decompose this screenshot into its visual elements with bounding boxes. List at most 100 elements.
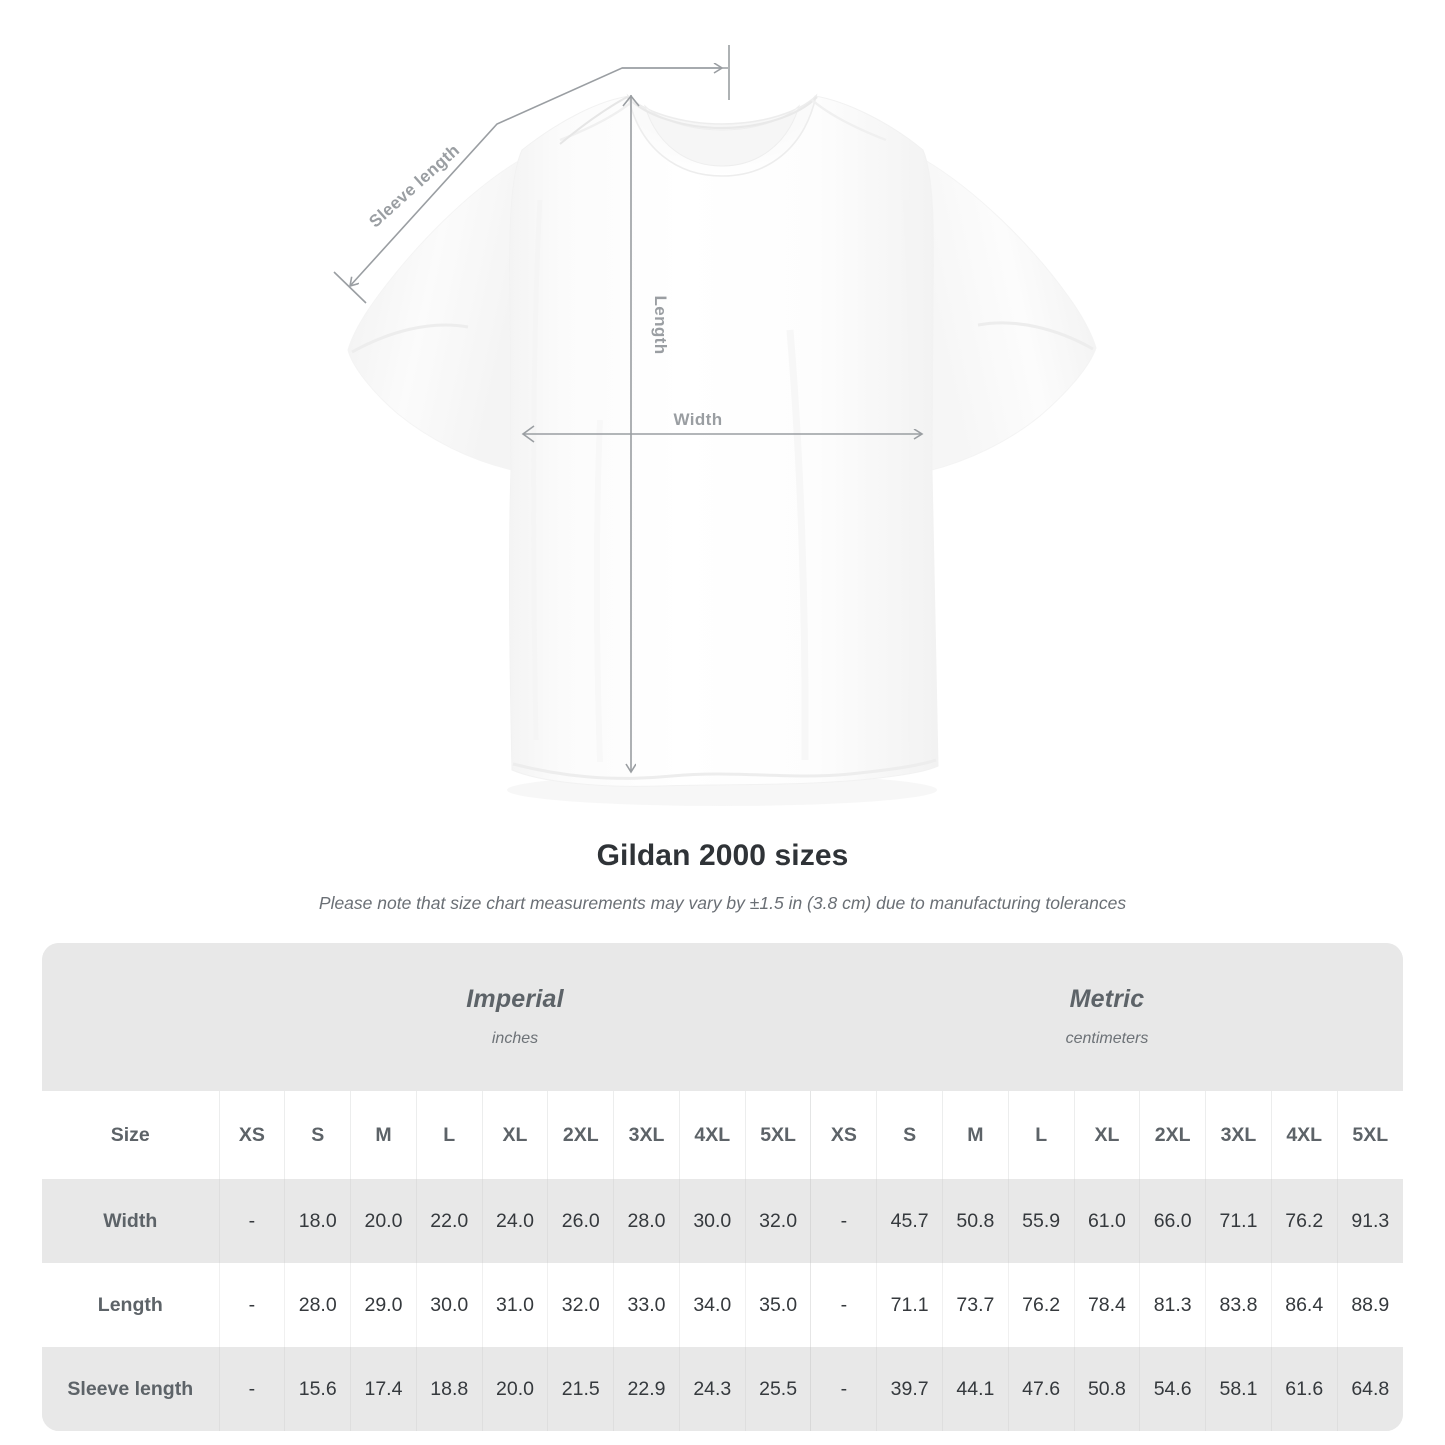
cell-length-met-xl: 78.4 xyxy=(1073,1263,1140,1347)
unit-block-imperial: Imperial inches xyxy=(219,943,811,1091)
cell-length-met-2xl: 81.3 xyxy=(1139,1263,1206,1347)
cell-sleeve-met-m: 44.1 xyxy=(942,1347,1009,1431)
header-cell-imp-3xl: 3XL xyxy=(613,1091,680,1179)
width-line-left-arrow xyxy=(521,425,535,443)
cell-sleeve-met-xl: 50.8 xyxy=(1073,1347,1140,1431)
header-cell-met-2xl: 2XL xyxy=(1139,1091,1206,1179)
shoulder-seam-right xyxy=(811,99,887,142)
neck-edge-highlight xyxy=(559,96,628,145)
header-cell-met-m: M xyxy=(942,1091,1009,1179)
width-label: Width xyxy=(673,410,722,429)
cell-width-imp-xs: - xyxy=(218,1179,285,1263)
cell-sleeve-met-xs: - xyxy=(810,1347,877,1431)
cell-length-met-5xl: 88.9 xyxy=(1336,1263,1403,1347)
cell-width-met-2xl: 66.0 xyxy=(1139,1179,1206,1263)
body-fold-center xyxy=(786,329,809,761)
cell-length-met-xs: - xyxy=(810,1263,877,1347)
header-cell-size-label: Size xyxy=(42,1091,220,1179)
cell-sleeve-imp-3xl: 22.9 xyxy=(613,1347,680,1431)
shirt-hem xyxy=(512,758,937,780)
cell-sleeve-imp-xs: - xyxy=(218,1347,285,1431)
tshirt-shape xyxy=(347,93,1097,806)
table-row-sleeve-length: Sleeve length - 15.6 17.4 18.8 20.0 21.5… xyxy=(42,1347,1403,1431)
cell-length-met-s: 71.1 xyxy=(876,1263,943,1347)
left-sleeve-hem xyxy=(351,323,469,354)
cell-sleeve-imp-4xl: 24.3 xyxy=(678,1347,746,1431)
cell-width-imp-4xl: 30.0 xyxy=(678,1179,746,1263)
cell-length-met-l: 76.2 xyxy=(1007,1263,1075,1347)
header-cell-met-5xl: 5XL xyxy=(1336,1091,1403,1179)
unit-name-imperial: Imperial xyxy=(466,985,564,1013)
body-fold-left xyxy=(531,199,543,741)
header-cell-met-4xl: 4XL xyxy=(1270,1091,1338,1179)
collar-rib xyxy=(626,96,818,130)
unit-sub-metric: centimeters xyxy=(1065,1030,1149,1047)
cell-length-imp-4xl: 34.0 xyxy=(678,1263,746,1347)
dimension-guides xyxy=(333,45,922,772)
cell-width-met-4xl: 76.2 xyxy=(1270,1179,1338,1263)
header-cell-met-xs: XS xyxy=(810,1091,877,1179)
cell-width-met-5xl: 91.3 xyxy=(1336,1179,1403,1263)
header-cell-imp-2xl: 2XL xyxy=(547,1091,614,1179)
cell-length-imp-xl: 31.0 xyxy=(481,1263,548,1347)
cell-length-imp-2xl: 32.0 xyxy=(547,1263,614,1347)
table-body: Imperial inches Metric centimeters Size … xyxy=(42,943,1403,1431)
cell-length-imp-xs: - xyxy=(218,1263,285,1347)
cell-sleeve-met-l: 47.6 xyxy=(1007,1347,1075,1431)
cell-width-met-l: 55.9 xyxy=(1007,1179,1075,1263)
header-cell-imp-4xl: 4XL xyxy=(678,1091,746,1179)
cell-sleeve-imp-xl: 20.0 xyxy=(481,1347,548,1431)
unit-block-metric: Metric centimeters xyxy=(810,943,1403,1091)
right-sleeve-hem xyxy=(977,321,1094,351)
cell-length-imp-s: 28.0 xyxy=(284,1263,351,1347)
header-cell-imp-s: S xyxy=(284,1091,351,1179)
cell-width-met-xl: 61.0 xyxy=(1073,1179,1140,1263)
cell-sleeve-imp-l: 18.8 xyxy=(415,1347,483,1431)
cell-sleeve-met-3xl: 58.1 xyxy=(1205,1347,1272,1431)
cell-length-imp-l: 30.0 xyxy=(415,1263,483,1347)
tolerance-note: Please note that size chart measurements… xyxy=(318,893,1127,913)
row-label-sleeve-length: Sleeve length xyxy=(42,1347,220,1431)
row-label-length: Length xyxy=(42,1263,220,1347)
unit-banner-spacer xyxy=(42,943,220,1091)
size-chart-table-container: Imperial inches Metric centimeters Size … xyxy=(42,943,1403,1431)
unit-name-metric: Metric xyxy=(1069,985,1145,1013)
cell-sleeve-imp-s: 15.6 xyxy=(284,1347,351,1431)
header-cell-imp-l: L xyxy=(415,1091,483,1179)
length-line-top-arrow xyxy=(622,94,640,107)
size-chart-table: Imperial inches Metric centimeters Size … xyxy=(42,943,1403,1431)
row-label-width: Width xyxy=(42,1179,220,1263)
header-cell-imp-xs: XS xyxy=(218,1091,285,1179)
header-cell-imp-m: M xyxy=(350,1091,417,1179)
cell-length-imp-m: 29.0 xyxy=(350,1263,417,1347)
size-header-row: Size XS S M L XL 2XL 3XL 4XL 5XL XS S M … xyxy=(42,1091,1403,1179)
cell-sleeve-met-2xl: 54.6 xyxy=(1139,1347,1206,1431)
header-cell-met-s: S xyxy=(876,1091,943,1179)
right-sleeve xyxy=(924,159,1097,472)
collar-inner xyxy=(643,104,801,167)
tshirt-diagram-svg: Sleeve length Length Width xyxy=(333,45,1097,806)
cell-width-met-s: 45.7 xyxy=(876,1179,943,1263)
table-row-width: Width - 18.0 20.0 22.0 24.0 26.0 28.0 30… xyxy=(42,1179,1403,1263)
page-title: Gildan 2000 sizes xyxy=(596,839,849,872)
cell-sleeve-met-5xl: 64.8 xyxy=(1336,1347,1403,1431)
cell-sleeve-imp-m: 17.4 xyxy=(350,1347,417,1431)
cell-width-met-3xl: 71.1 xyxy=(1205,1179,1272,1263)
table-row-length: Length - 28.0 29.0 30.0 31.0 32.0 33.0 3… xyxy=(42,1263,1403,1347)
header-cell-met-xl: XL xyxy=(1073,1091,1140,1179)
cell-width-imp-s: 18.0 xyxy=(284,1179,351,1263)
cell-width-imp-l: 22.0 xyxy=(415,1179,483,1263)
cell-sleeve-met-4xl: 61.6 xyxy=(1270,1347,1338,1431)
cell-length-met-4xl: 86.4 xyxy=(1270,1263,1338,1347)
length-label: Length xyxy=(651,295,670,354)
header-cell-met-3xl: 3XL xyxy=(1205,1091,1272,1179)
chart-heading-block: Gildan 2000 sizes Please note that size … xyxy=(0,838,1445,914)
cell-length-met-3xl: 83.8 xyxy=(1205,1263,1272,1347)
sleeve-guide-end-tick xyxy=(333,271,367,304)
cell-length-imp-5xl: 35.0 xyxy=(744,1263,811,1347)
cell-width-imp-3xl: 28.0 xyxy=(613,1179,680,1263)
cell-sleeve-imp-5xl: 25.5 xyxy=(744,1347,811,1431)
cell-width-met-m: 50.8 xyxy=(942,1179,1009,1263)
unit-sub-imperial: inches xyxy=(491,1030,539,1047)
shirt-body xyxy=(508,95,939,787)
